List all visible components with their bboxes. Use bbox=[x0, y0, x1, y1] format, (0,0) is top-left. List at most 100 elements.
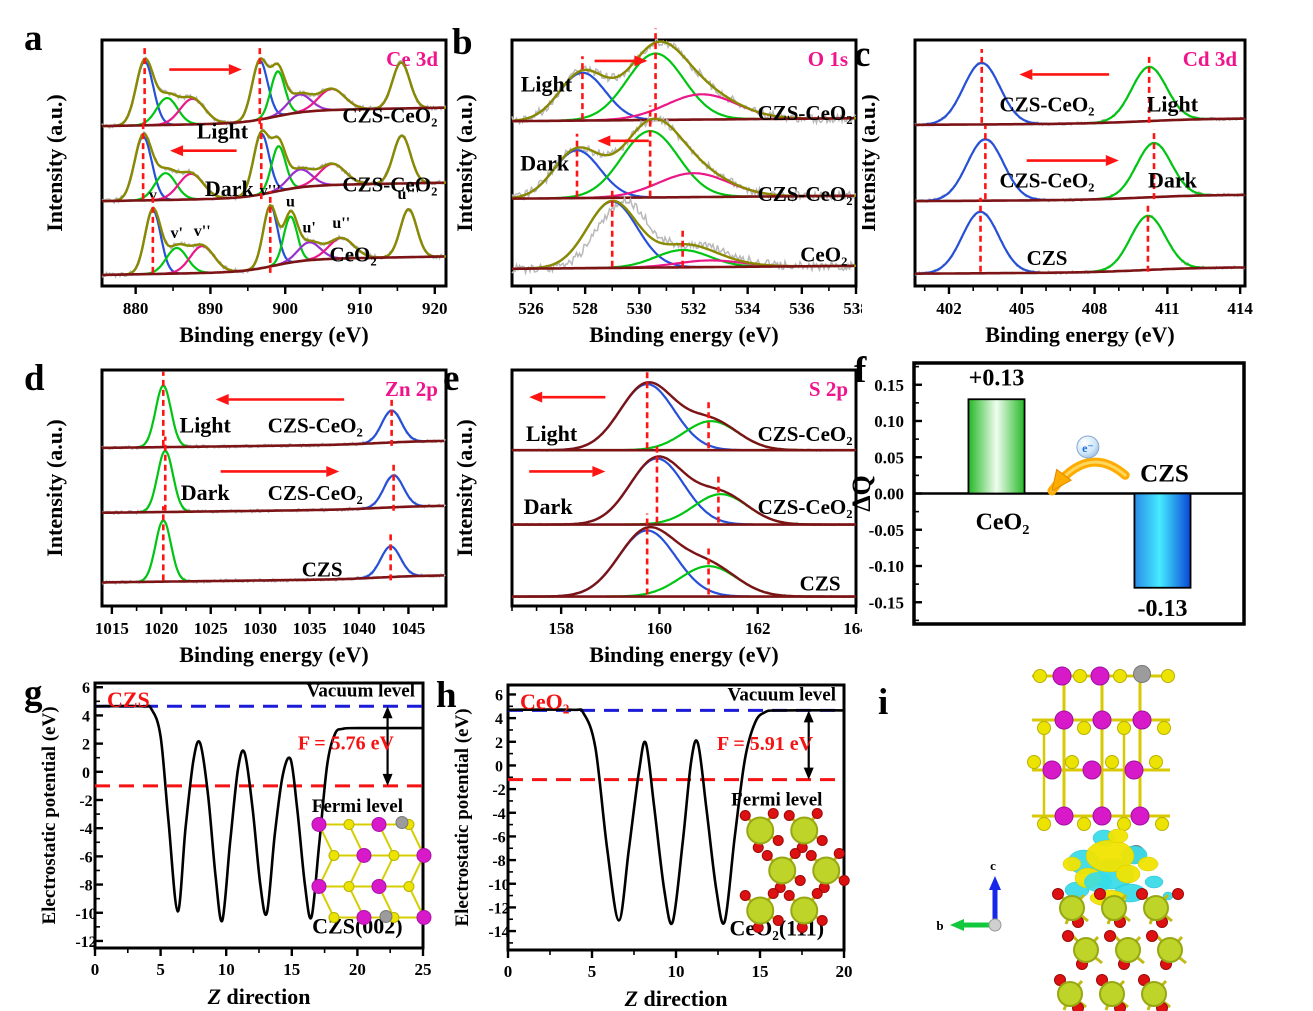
annotation: CZS-CeO₂ bbox=[342, 103, 437, 127]
fit-component bbox=[378, 208, 438, 259]
annotation: Light bbox=[197, 118, 249, 143]
envelope bbox=[102, 129, 446, 203]
s-atom bbox=[1155, 817, 1169, 831]
ce-atom bbox=[1157, 937, 1183, 963]
annotation: CZS-CeO₂ bbox=[758, 101, 853, 125]
axes-frame bbox=[913, 38, 1247, 288]
potential-curve bbox=[94, 704, 424, 923]
x-tick-label: 0 bbox=[504, 962, 513, 981]
fit-component bbox=[139, 246, 214, 276]
shift-arrow-head bbox=[170, 145, 184, 157]
x-tick-label: 526 bbox=[518, 299, 544, 318]
baseline bbox=[101, 439, 445, 450]
x-tick-label: 534 bbox=[735, 299, 761, 318]
o-atom bbox=[805, 850, 817, 861]
cd-atom bbox=[1090, 666, 1110, 686]
arrow-head-up bbox=[382, 706, 393, 719]
annotation: CeO₂ bbox=[330, 242, 377, 266]
bar-value-label: -0.13 bbox=[1137, 596, 1187, 622]
cd-atom bbox=[356, 847, 372, 863]
shift-arrow-head bbox=[1019, 68, 1033, 80]
y-tick-label: -12 bbox=[75, 934, 96, 951]
y-tick-label: -8 bbox=[79, 878, 92, 895]
plot-c: 402 405 408 411 414 Binding energy (eV) Intens… bbox=[862, 38, 1253, 347]
axis-b-arrow-head bbox=[950, 919, 964, 931]
x-tick-label: 538 bbox=[843, 299, 862, 318]
vacuum-level-label: Vacuum level bbox=[306, 680, 415, 701]
baseline bbox=[101, 106, 444, 128]
y-tick-label: 6 bbox=[82, 680, 90, 697]
fit-component bbox=[137, 449, 192, 514]
bar-ceo2[interactable] bbox=[967, 398, 1026, 495]
panel-letter-e: e bbox=[443, 358, 460, 399]
x-axis-title: Binding energy (eV) bbox=[985, 322, 1174, 347]
cd-atom bbox=[356, 909, 372, 925]
o-atom bbox=[1104, 930, 1116, 942]
annotation: CZS-CeO₂ bbox=[758, 422, 853, 446]
ce-atom bbox=[790, 896, 819, 925]
sample-label: CZS bbox=[107, 687, 150, 712]
shift-arrow-head bbox=[1105, 155, 1119, 167]
ce-atom bbox=[812, 856, 841, 885]
o-atom bbox=[789, 848, 801, 859]
s-atom bbox=[1077, 721, 1091, 735]
y-axis-title: Electrostatic potential (eV) bbox=[39, 706, 60, 924]
cd-atom bbox=[371, 816, 387, 832]
x-tick-label: 5 bbox=[156, 960, 165, 979]
ce-atom bbox=[746, 816, 775, 845]
o-atom bbox=[783, 890, 795, 901]
y-axis-title: Intensity (a.u.) bbox=[42, 94, 67, 232]
s-atom bbox=[1105, 755, 1119, 769]
y-tick-label: -0.10 bbox=[869, 557, 904, 576]
s-atom bbox=[328, 911, 340, 923]
annotation: Dark bbox=[520, 150, 570, 175]
bar-czs[interactable] bbox=[1133, 492, 1192, 589]
annotation: CZS-CeO₂ bbox=[758, 182, 853, 206]
annotation: Light bbox=[526, 421, 578, 446]
shift-arrow-head bbox=[326, 465, 340, 477]
y-axis-title: Intensity (a.u.) bbox=[42, 419, 67, 557]
shift-arrow-head bbox=[592, 465, 606, 477]
charge-accumulation-isosurface bbox=[1107, 828, 1129, 844]
cd-atom bbox=[1042, 760, 1062, 780]
panel-e: e 158 160 162 164 Binding energy (eV) Intensi… bbox=[443, 348, 862, 670]
panel-f: f 0.15 0.10 0.05 0.00 -0.05 -0.10 -0.15 ΔQ +0.13… bbox=[852, 348, 1312, 670]
fit-component bbox=[916, 61, 1047, 126]
x-tick-label: 25 bbox=[415, 960, 432, 979]
peak-label: v'' bbox=[194, 223, 211, 240]
panel-d: d 1015 1020 1025 1030 1035 1040 1045 Binding en… bbox=[24, 348, 452, 670]
ce-atom bbox=[1099, 981, 1125, 1007]
y-tick-label: -14 bbox=[488, 924, 509, 941]
o-atom bbox=[1138, 974, 1150, 986]
axes-frame bbox=[100, 38, 448, 288]
o-atom bbox=[838, 875, 850, 886]
envelope bbox=[102, 203, 446, 277]
arrow-head-down bbox=[382, 773, 393, 786]
x-tick-label: 1025 bbox=[194, 619, 228, 638]
cd-atom bbox=[1132, 710, 1152, 730]
panel-b: b 526 528 530 532 534 536 538 Binding energy (e… bbox=[452, 10, 862, 348]
cd-atom bbox=[1092, 806, 1112, 826]
s-atom bbox=[403, 880, 415, 892]
annotation: Dark bbox=[524, 494, 574, 519]
o-atom bbox=[1172, 888, 1184, 900]
x-tick-label: 10 bbox=[218, 960, 235, 979]
panel-letter-b: b bbox=[452, 22, 473, 63]
plot-a: 880 890 900 910 920 Binding energy (eV) Intens… bbox=[42, 38, 448, 347]
panel-title: Zn 2p bbox=[385, 377, 438, 401]
s-atom bbox=[1117, 817, 1131, 831]
y-tick-label: 4 bbox=[495, 711, 503, 728]
baseline bbox=[512, 264, 855, 271]
y-axis-title: Intensity (a.u.) bbox=[862, 94, 880, 232]
shift-arrow-head bbox=[634, 55, 648, 67]
y-tick-label: -2 bbox=[492, 782, 505, 799]
o-atom bbox=[783, 810, 795, 821]
x-tick-label: 1015 bbox=[95, 619, 129, 638]
baseline bbox=[102, 574, 445, 584]
zn-atom bbox=[1133, 665, 1151, 683]
cd-atom bbox=[416, 909, 432, 925]
o-atom bbox=[816, 915, 828, 926]
panel-letter-i: i bbox=[878, 682, 889, 723]
